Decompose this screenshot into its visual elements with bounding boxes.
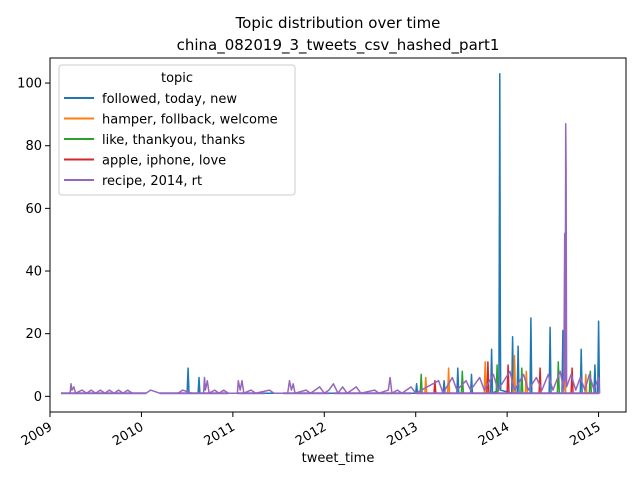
legend-label-2: hamper, follback, welcome: [102, 113, 278, 128]
legend-label-4: apple, iphone, love: [102, 154, 226, 169]
x-axis-label: tweet_time: [302, 451, 375, 466]
legend-label-5: recipe, 2014, rt: [102, 174, 202, 189]
y-tick-label: 40: [25, 265, 42, 280]
chart-title-line1: Topic distribution over time: [235, 14, 441, 32]
legend-frame: [58, 64, 296, 196]
legend: topic followed, today, new hamper, follba…: [58, 64, 296, 196]
y-axis-ticks: 0 20 40 60 80 100: [17, 77, 50, 405]
chart-title-line2: china_082019_3_tweets_csv_hashed_part1: [177, 36, 500, 55]
y-tick-label: 0: [34, 390, 42, 405]
y-tick-label: 20: [25, 327, 42, 342]
legend-label-1: followed, today, new: [102, 92, 237, 107]
y-tick-label: 80: [25, 139, 42, 154]
legend-title: topic: [161, 71, 193, 86]
y-tick-label: 60: [25, 202, 42, 217]
y-tick-label: 100: [17, 77, 42, 92]
legend-label-3: like, thankyou, thanks: [102, 133, 245, 148]
legend-entries: followed, today, new hamper, follback, we…: [64, 92, 278, 189]
plot-area-frame: [49, 57, 627, 413]
